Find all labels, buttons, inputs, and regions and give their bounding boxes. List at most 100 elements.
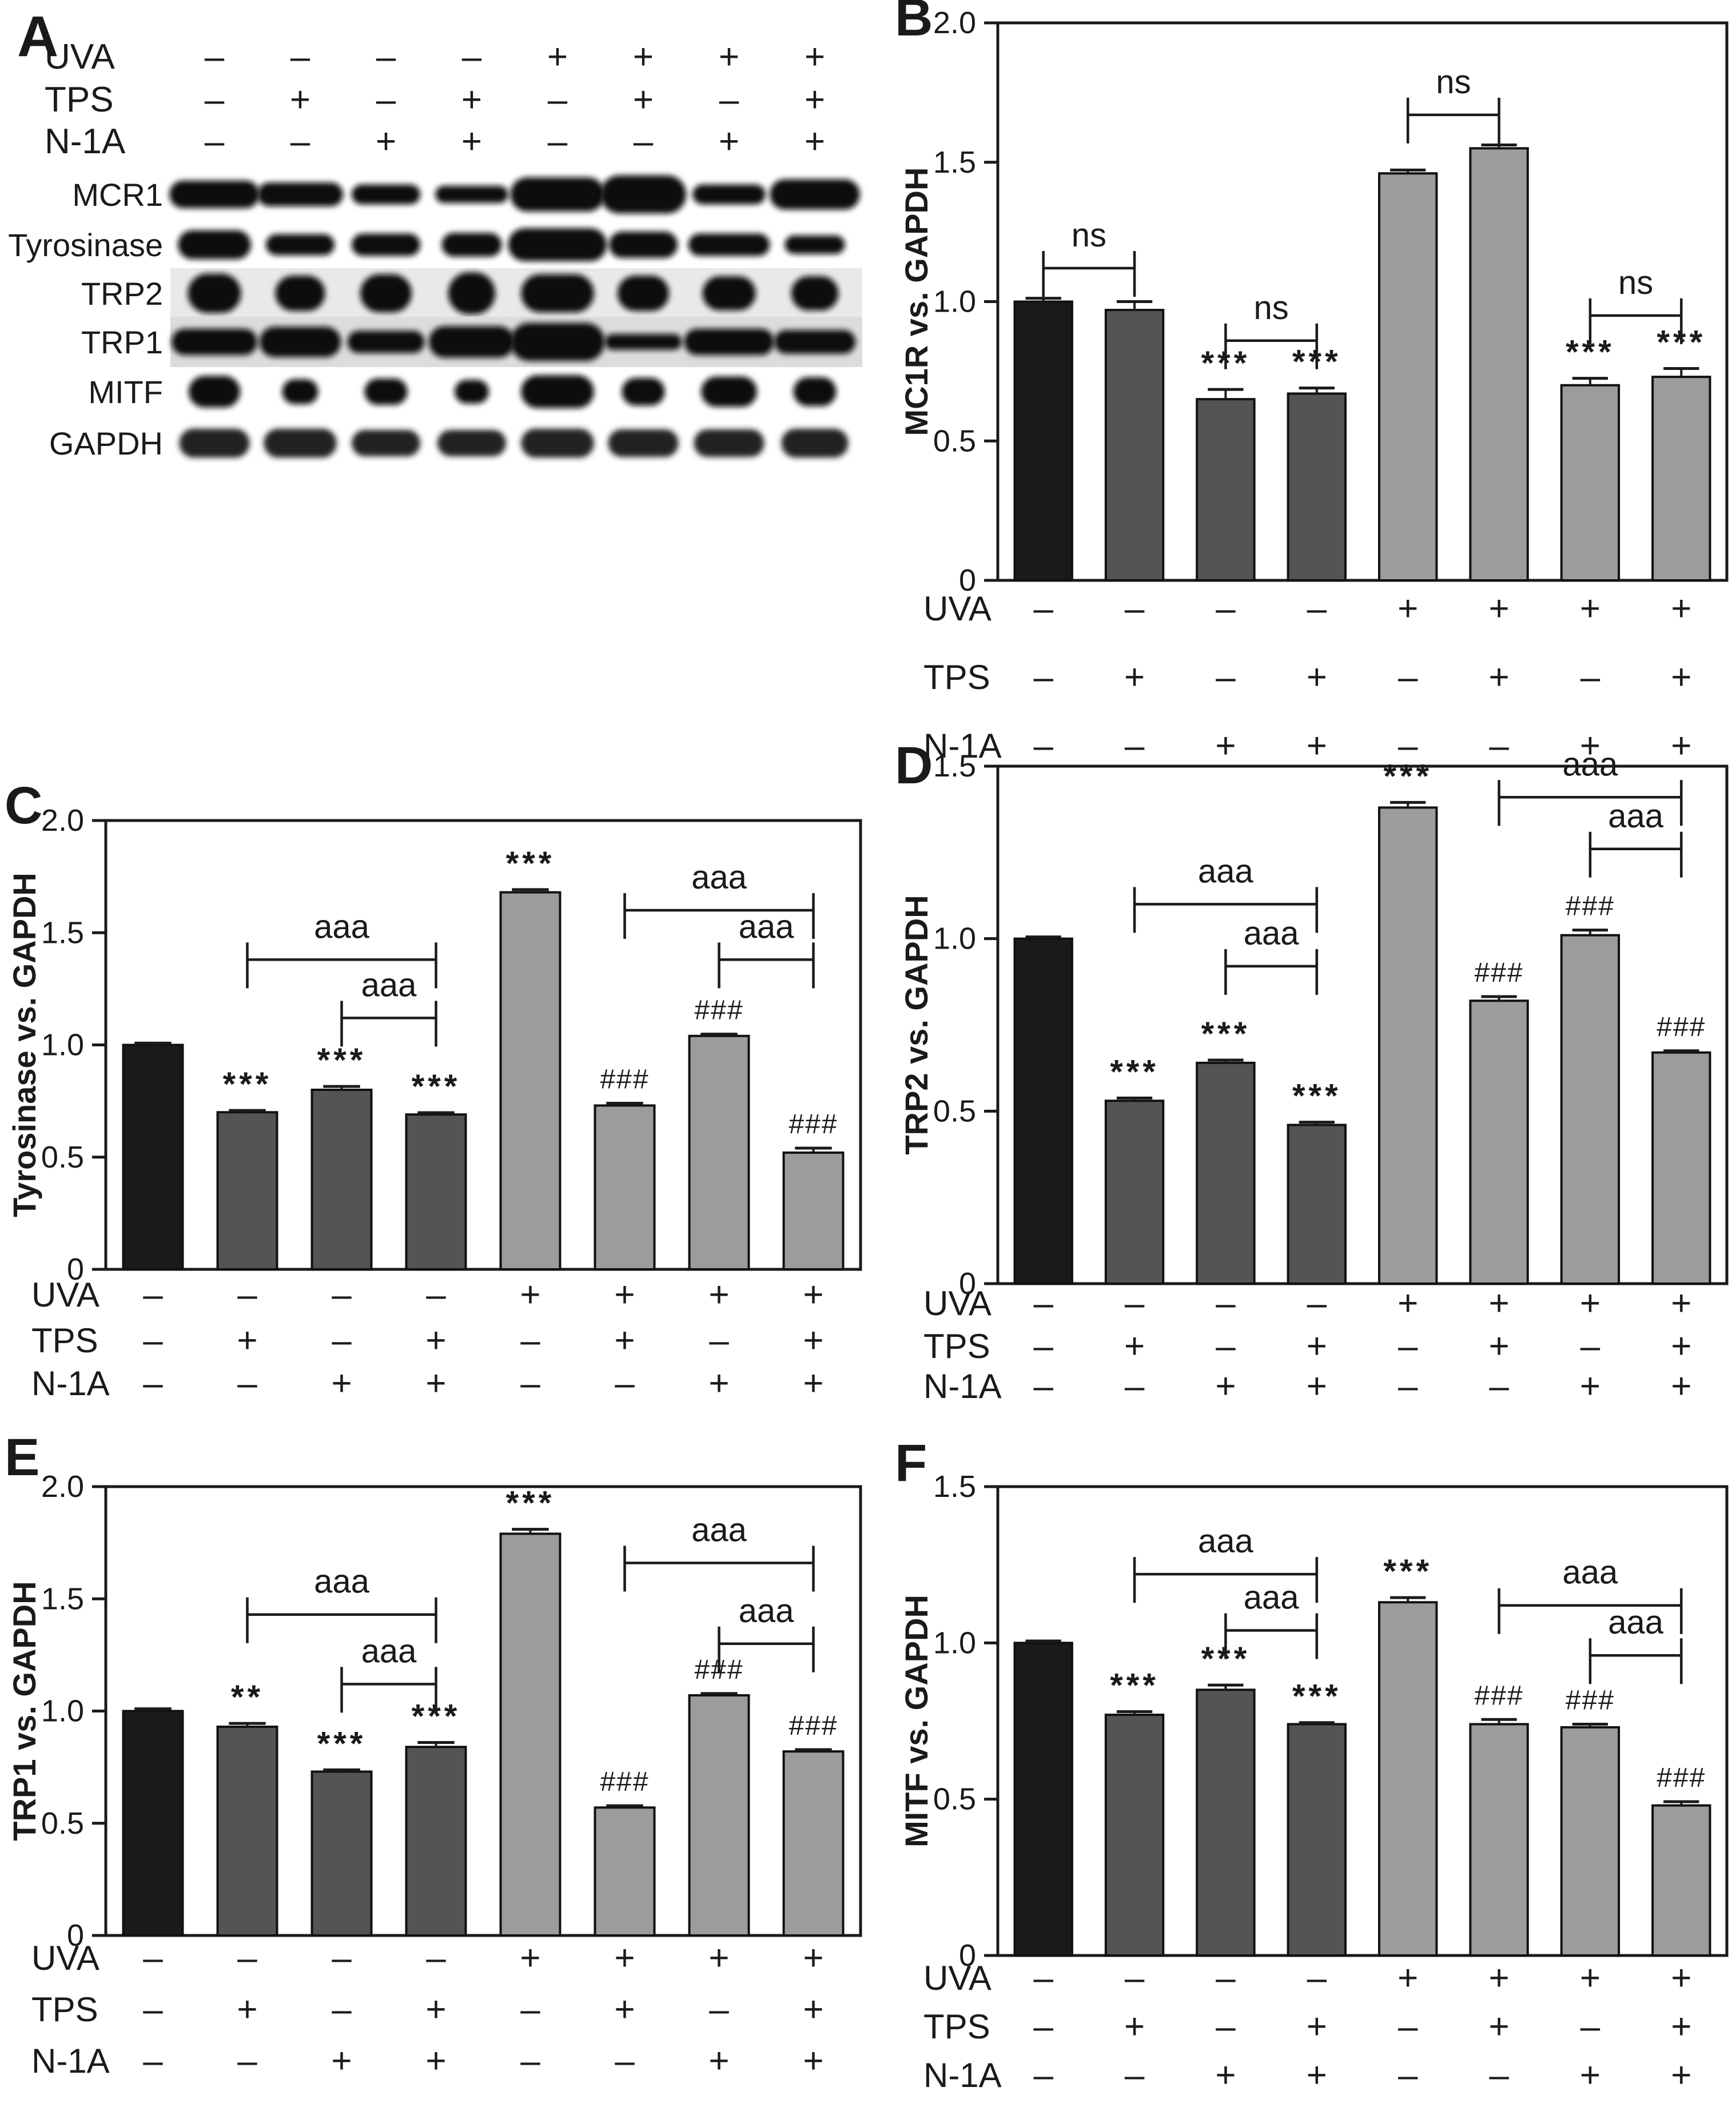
condition-sign: +: [719, 37, 739, 77]
chart-B: B 0 0.5 1.0 1.5 2.0 MC1R vs. GAPDH *** *** *** ***…: [895, 0, 1729, 766]
condition-row-label: UVA: [31, 1276, 99, 1314]
condition-sign: +: [1671, 1367, 1691, 1406]
condition-sign: +: [1124, 1327, 1145, 1366]
significance-mark: ###: [1657, 1763, 1706, 1793]
bar: [122, 1043, 184, 1270]
condition-sign: +: [805, 122, 825, 161]
plot-frame: [996, 764, 1729, 1285]
blot-band: [508, 228, 607, 261]
y-axis-title: MC1R vs. GAPDH: [898, 168, 934, 436]
blot-band: [774, 330, 856, 354]
condition-row-label: UVA: [31, 1939, 99, 1977]
panel-letter-E: E: [5, 1428, 39, 1487]
condition-row-label: TPS: [45, 80, 114, 120]
bar: [782, 1750, 845, 1937]
condition-sign: +: [1671, 1958, 1691, 1998]
condition-sign: +: [1671, 726, 1691, 766]
bar: [1104, 1714, 1165, 1957]
condition-sign: –: [1033, 1958, 1053, 1998]
condition-sign: +: [805, 80, 825, 120]
significance-mark: ###: [694, 995, 743, 1026]
blot-band: [702, 276, 756, 310]
y-tick-label: 1.5: [933, 145, 976, 180]
blot-band: [429, 326, 515, 358]
bar: [310, 1089, 373, 1270]
blot-row-label: Tyrosinase: [8, 227, 163, 263]
blot-band: [793, 377, 837, 407]
condition-sign: –: [1580, 2007, 1600, 2046]
blot-band: [688, 233, 770, 256]
blot-band: [352, 184, 420, 205]
condition-sign: –: [1216, 589, 1236, 628]
condition-sign: +: [1307, 2007, 1327, 2046]
condition-sign: –: [237, 1364, 257, 1403]
condition-sign: –: [634, 122, 654, 161]
condition-sign: +: [1671, 2056, 1691, 2095]
condition-sign: +: [803, 1275, 823, 1315]
condition-sign: –: [143, 1364, 163, 1403]
condition-sign: +: [803, 1938, 823, 1978]
panel-letter-F: F: [895, 1434, 927, 1492]
blot-band: [694, 429, 765, 457]
condition-sign: –: [520, 1321, 540, 1360]
blot-band: [521, 274, 594, 313]
condition-sign: –: [376, 37, 396, 77]
y-tick-label: 1.0: [933, 922, 976, 956]
panel-F-chart-mitf: F 0 0.5 1.0 1.5 MITF vs. GAPDH *** *** *** *** ###…: [892, 1412, 1736, 2115]
bracket-label: aaa: [739, 1592, 795, 1630]
condition-sign: –: [143, 1990, 163, 2029]
condition-sign: +: [805, 37, 825, 77]
condition-sign: +: [633, 80, 654, 120]
chart-C: C 0 0.5 1.0 1.5 2.0 Tyrosinase vs. GAPDH *** ***…: [5, 776, 862, 1403]
y-tick-label: 0: [959, 1266, 976, 1301]
significance-mark: ###: [789, 1711, 838, 1741]
bracket-label: aaa: [739, 908, 795, 945]
significance-mark: ###: [600, 1065, 649, 1095]
y-tick-label: 1.5: [933, 1469, 976, 1504]
condition-sign: +: [1488, 589, 1509, 628]
significance-mark: ###: [1566, 891, 1615, 922]
condition-sign: +: [376, 122, 396, 161]
condition-sign: +: [1488, 658, 1509, 697]
condition-sign: +: [1215, 726, 1236, 766]
condition-sign: +: [719, 122, 739, 161]
panel-C-chart-tyrosinase: C 0 0.5 1.0 1.5 2.0 Tyrosinase vs. GAPDH *** ***…: [0, 766, 875, 1412]
blot-band: [266, 234, 335, 256]
blot-band: [178, 230, 251, 260]
panel-letter-C: C: [5, 776, 42, 835]
condition-sign: –: [1033, 658, 1053, 697]
y-axis-title: Tyrosinase vs. GAPDH: [6, 873, 42, 1217]
blot-band: [701, 376, 757, 407]
condition-sign: –: [205, 122, 225, 161]
condition-sign: –: [1398, 1327, 1418, 1366]
condition-sign: –: [1125, 2056, 1145, 2095]
condition-sign: +: [290, 80, 310, 120]
condition-sign: +: [1307, 658, 1327, 697]
blot-row-label: MCR1: [72, 177, 163, 213]
condition-sign: +: [237, 1990, 257, 2029]
bracket-label: aaa: [1563, 746, 1619, 783]
condition-sign: –: [548, 80, 568, 120]
condition-sign: –: [1398, 2056, 1418, 2095]
condition-sign: –: [143, 1321, 163, 1360]
bracket-label: aaa: [1608, 1604, 1664, 1641]
y-axis-title: MITF vs. GAPDH: [898, 1595, 934, 1847]
condition-sign: +: [1397, 1958, 1418, 1998]
bracket-label: aaa: [314, 1563, 370, 1600]
condition-sign: –: [1216, 2007, 1236, 2046]
condition-sign: –: [1033, 1284, 1053, 1323]
bracket-label: aaa: [361, 966, 417, 1003]
condition-sign: –: [1307, 1958, 1327, 1998]
condition-row-label: UVA: [923, 1284, 992, 1323]
condition-sign: +: [1307, 1327, 1327, 1366]
bar: [594, 1104, 656, 1270]
significance-mark: ###: [1566, 1685, 1615, 1715]
bracket-label: aaa: [361, 1632, 417, 1670]
blot-band: [172, 329, 257, 355]
significance-mark: ***: [1201, 1015, 1251, 1053]
bar: [1377, 172, 1438, 581]
bracket-label: aaa: [1198, 1523, 1254, 1560]
chart-D: D 0 0.5 1.0 1.5 TRP2 vs. GAPDH *** *** *** *** ###…: [895, 736, 1729, 1406]
